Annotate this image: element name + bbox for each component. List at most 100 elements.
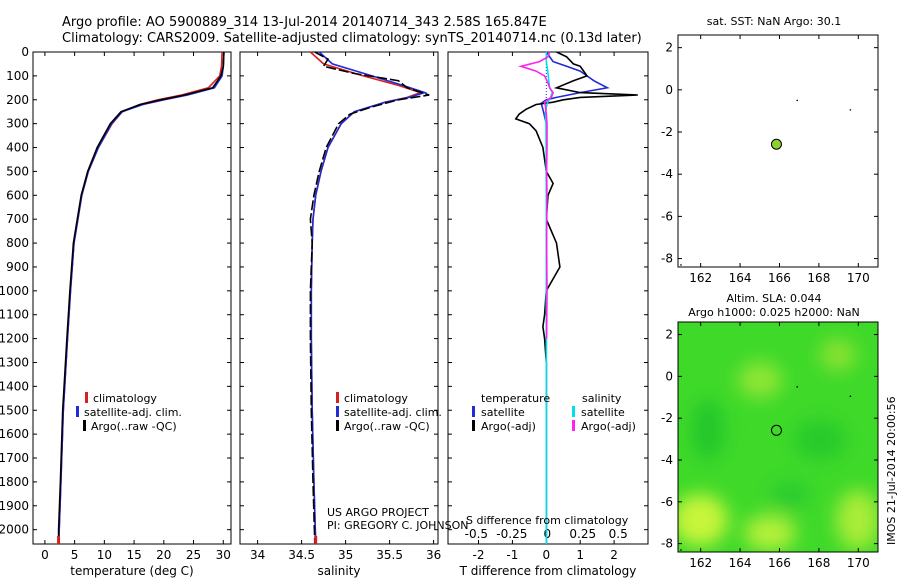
salinity-legend: climatology satellite-adj. clim. Argo(..… [336, 392, 442, 433]
argo-position-marker [770, 424, 782, 436]
sla-map-ticks: 162 164 166 168 170 2 0 -2 -4 -6 -8 [661, 322, 878, 570]
legend-satellite-swatch [76, 406, 79, 417]
legend-salinity-header: salinity [582, 392, 622, 405]
lon-tick-label: 168 [807, 271, 830, 285]
sst-map-frame [677, 34, 879, 268]
salinity-frame [239, 51, 439, 545]
depth-tick-label: 2000 [0, 523, 29, 537]
lat-tick-label: -6 [661, 495, 673, 509]
depth-tick-label: 0 [21, 45, 29, 59]
climatology-bottom-marker [314, 536, 318, 544]
depth-tick-label: 1700 [0, 451, 29, 465]
x-tick-label: 2 [610, 548, 618, 562]
series-argo-raw-qc [309, 51, 430, 545]
credit-pi: PI: GREGORY C. JOHNSON [327, 519, 468, 532]
depth-tick-label: 700 [6, 212, 29, 226]
depth-tick-label: 1900 [0, 499, 29, 513]
depth-tick-label: 600 [6, 188, 29, 202]
depth-tick-label: 1800 [0, 475, 29, 489]
lat-tick-label: 2 [665, 328, 673, 342]
legend-t-argo-swatch [472, 420, 475, 431]
series-temperature-argo-adj [514, 51, 638, 544]
x-tick-label: -1 [506, 548, 518, 562]
lat-tick-label: -6 [661, 209, 673, 223]
sla-map-title-1: Altim. SLA: 0.044 [726, 292, 821, 305]
x-tick-label: 15 [126, 548, 141, 562]
legend-argo-label: Argo(..raw -QC) [91, 420, 177, 433]
sst-map-title: sat. SST: NaN Argo: 30.1 [707, 15, 841, 28]
difference-legend: temperature salinity satellite Argo(-adj… [472, 392, 636, 433]
island-speck [849, 395, 852, 398]
temperature-frame [32, 51, 232, 545]
legend-t-satellite-swatch [472, 406, 475, 417]
lon-tick-label: 162 [689, 271, 712, 285]
x-tick-label: 35.5 [376, 548, 403, 562]
island-speck [849, 109, 852, 111]
depth-tick-label: 900 [6, 260, 29, 274]
sla-low-blob [692, 400, 724, 460]
sla-map-title-2: Argo h1000: 0.025 h2000: NaN [688, 306, 860, 319]
lon-tick-label: 170 [847, 271, 870, 285]
lat-tick-label: -2 [661, 125, 673, 139]
sst-map-background [678, 35, 878, 267]
legend-climatology-swatch [85, 392, 88, 403]
legend-s-argo-swatch [572, 420, 575, 431]
x-tick-label: 10 [97, 548, 112, 562]
sla-high-blob [744, 515, 796, 551]
lat-tick-label: -8 [661, 252, 673, 266]
depth-ticks: 0 100 200 300 400 500 600 700 800 900 1000 1100 1200… [0, 45, 231, 537]
salinity-x-ticks: 34 34.5 35 35.5 36 [250, 52, 441, 562]
salinity-xlabel: salinity [317, 564, 360, 578]
legend-s-satellite-label: satellite [581, 406, 625, 419]
lon-tick-label: 166 [768, 556, 791, 570]
credit-project: US ARGO PROJECT [327, 506, 429, 519]
depth-tick-label: 1300 [0, 355, 29, 369]
lat-tick-label: -2 [661, 411, 673, 425]
x-tick-label: 1 [576, 548, 584, 562]
x-tick-label: 5 [71, 548, 79, 562]
x-tick-label: 0 [542, 548, 550, 562]
lat-tick-label: -4 [661, 167, 673, 181]
depth-tick-label: 1600 [0, 427, 29, 441]
lon-tick-label: 170 [847, 556, 870, 570]
difference-panel: -2 -1 0 1 2 -0.5 -0.25 0 0.25 0.5 T difference fr… [447, 51, 649, 578]
lat-tick-label: -8 [661, 537, 673, 551]
legend-argo-label: Argo(..raw -QC) [344, 420, 430, 433]
island-speck [680, 549, 682, 551]
s-difference-tick-label: 0.5 [609, 527, 628, 541]
legend-climatology-label: climatology [93, 392, 157, 405]
sla-map-marks [680, 386, 852, 551]
lon-tick-label: 162 [689, 556, 712, 570]
legend-temperature-header: temperature [481, 392, 550, 405]
x-tick-label: 34 [250, 548, 265, 562]
series-climatology [309, 51, 423, 545]
legend-satellite-label: satellite-adj. clim. [84, 406, 182, 419]
depth-tick-label: 800 [6, 236, 29, 250]
temperature-x-ticks: 0 5 10 15 20 25 30 [41, 52, 231, 562]
lat-tick-label: 0 [665, 83, 673, 97]
legend-satellite-label: satellite-adj. clim. [344, 406, 442, 419]
t-difference-xlabel: T difference from climatology [459, 564, 637, 578]
sla-map-frame [677, 321, 879, 553]
lon-tick-label: 164 [729, 556, 752, 570]
temperature-profiles [57, 51, 225, 545]
title-line-2: Climatology: CARS2009. Satellite-adjuste… [62, 31, 642, 46]
sla-high-blob [820, 339, 856, 371]
series-salinity-argo-adj [517, 51, 554, 339]
x-tick-label: 25 [186, 548, 201, 562]
sst-map: sat. SST: NaN Argo: 30.1 162 164 166 168 170… [661, 15, 879, 285]
island-speck [680, 264, 682, 266]
legend-t-satellite-label: satellite [481, 406, 525, 419]
salinity-panel: 34 34.5 35 35.5 36 salinity climatology sate… [239, 51, 468, 578]
series-satellite-adj-clim [310, 51, 428, 545]
sla-low-blob [794, 420, 846, 460]
s-difference-tick-label: -0.25 [496, 527, 527, 541]
argo-position-marker [770, 138, 782, 150]
depth-tick-label: 1500 [0, 403, 29, 417]
sst-map-ticks: 162 164 166 168 170 2 0 -2 -4 -6 -8 [661, 35, 878, 285]
legend-t-argo-label: Argo(-adj) [481, 420, 536, 433]
x-tick-label: 20 [156, 548, 171, 562]
x-tick-label: 34.5 [288, 548, 315, 562]
depth-tick-label: 1400 [0, 379, 29, 393]
